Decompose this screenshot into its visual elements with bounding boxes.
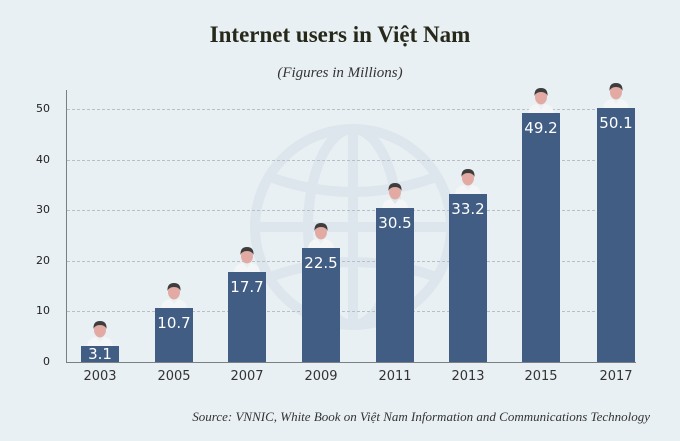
y-tick-label: 30 [36, 203, 50, 217]
person-icon [603, 83, 629, 109]
gridline [67, 210, 635, 212]
bar-2017 [597, 108, 635, 362]
x-tick-label: 2017 [599, 369, 633, 384]
person-icon [161, 282, 187, 308]
bar-value-label: 49.2 [524, 119, 558, 138]
x-tick-label: 2013 [451, 369, 485, 384]
x-tick-label: 2011 [378, 369, 412, 384]
person-icon [528, 88, 554, 114]
gridline [67, 109, 635, 110]
bar-value-label: 30.5 [378, 213, 412, 232]
x-tick-label: 2005 [157, 369, 191, 384]
x-tick-label: 2009 [304, 369, 338, 384]
person-icon [455, 169, 481, 194]
bar-value-label: 10.7 [157, 313, 191, 332]
bar-2007 [228, 272, 266, 362]
chart-subtitle: (Figures in Millions) [277, 65, 403, 81]
y-tick-label: 10 [36, 304, 50, 318]
y-tick-label: 0 [43, 355, 50, 368]
gridline [67, 311, 635, 313]
bar-value-label: 22.5 [304, 254, 338, 273]
bar-2011 [376, 207, 414, 362]
person-icon [87, 321, 113, 347]
bar-value-label: 33.2 [451, 200, 485, 218]
bar-2003 [81, 346, 119, 362]
source-note: Source: VNNIC, White Book on Việt Nam In… [192, 409, 650, 424]
bar-2013 [449, 194, 487, 362]
globe-icon [250, 124, 456, 330]
bar-value-label: 3.1 [88, 345, 112, 364]
y-axis [66, 90, 67, 363]
y-tick-label: 40 [36, 152, 50, 166]
gridline [67, 159, 635, 161]
person-icon [382, 182, 408, 208]
bar-value-label: 17.7 [230, 278, 264, 297]
x-tick-label: 2007 [230, 369, 264, 384]
person-icon [234, 247, 260, 273]
bar-2005 [155, 307, 193, 362]
bar-2015 [522, 113, 560, 362]
y-tick-label: 50 [36, 102, 50, 115]
gridline [67, 260, 635, 262]
x-axis [66, 362, 636, 363]
x-tick-label: 2015 [524, 369, 558, 384]
y-tick-label: 20 [36, 253, 50, 267]
person-icon [308, 223, 334, 249]
chart-title: Internet users in Việt Nam [209, 22, 471, 47]
bar-2009 [302, 248, 340, 362]
x-tick-label: 2003 [83, 369, 117, 384]
bar-value-label: 50.1 [599, 114, 633, 133]
